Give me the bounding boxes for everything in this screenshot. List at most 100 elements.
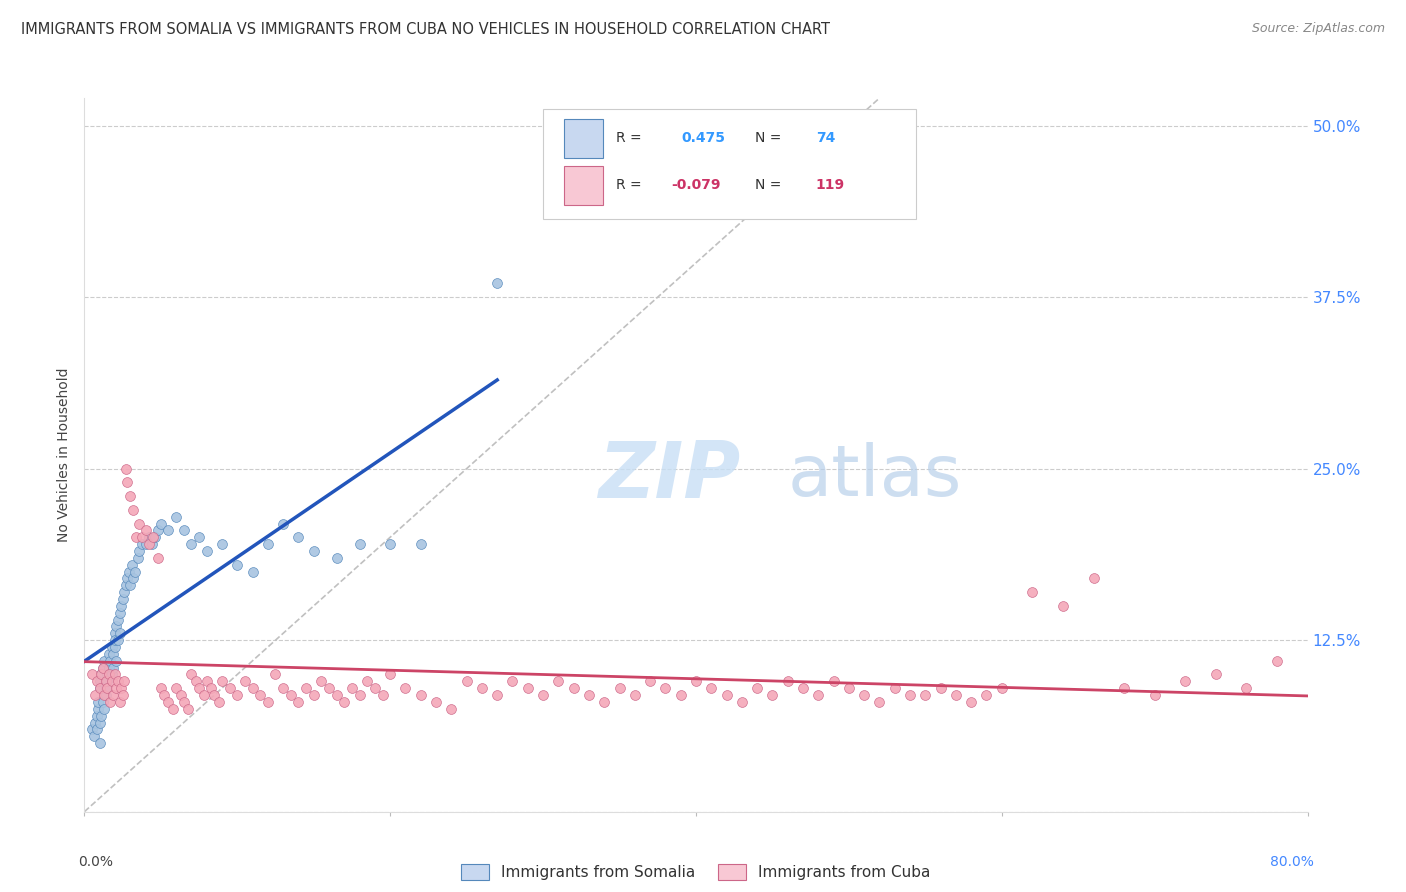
Point (157, 695, 180, 709)
Point (114, 461, 136, 475)
Point (105, 681, 128, 696)
Point (84, 715, 107, 730)
Point (960, 695, 983, 709)
Point (188, 681, 211, 696)
Point (180, 537, 202, 551)
Point (685, 674, 707, 689)
Point (502, 674, 524, 689)
Point (107, 633, 129, 648)
Point (91, 660, 114, 674)
Point (135, 524, 157, 538)
Point (349, 537, 371, 551)
Point (226, 688, 249, 702)
Point (96, 667, 118, 681)
Point (153, 688, 176, 702)
Text: 119: 119 (815, 178, 845, 192)
Point (180, 667, 202, 681)
Point (104, 633, 127, 648)
Point (143, 530, 166, 544)
Point (193, 688, 215, 702)
Point (211, 537, 233, 551)
Point (101, 667, 124, 681)
Text: 0.475: 0.475 (682, 131, 725, 145)
Text: atlas: atlas (787, 442, 962, 511)
Point (94, 674, 117, 689)
Point (425, 695, 447, 709)
Point (233, 674, 256, 689)
Point (1021, 585, 1043, 599)
Text: ZIP: ZIP (598, 438, 741, 515)
Point (287, 530, 309, 544)
Point (271, 516, 294, 531)
Point (211, 674, 233, 689)
Point (90, 667, 112, 681)
Point (93, 654, 115, 668)
Point (1143, 688, 1166, 702)
Point (162, 702, 184, 716)
Point (1236, 681, 1258, 696)
Point (103, 688, 125, 702)
Point (440, 702, 463, 716)
Point (89, 674, 111, 689)
Point (96, 674, 118, 689)
Point (340, 681, 363, 696)
Point (486, 277, 509, 291)
Point (141, 537, 163, 551)
Point (173, 524, 195, 538)
Point (112, 674, 135, 689)
Point (131, 530, 153, 544)
Point (89, 715, 111, 730)
Point (111, 592, 134, 607)
Point (325, 688, 347, 702)
Point (86, 723, 108, 737)
Point (380, 537, 402, 551)
Text: 74: 74 (815, 131, 835, 145)
Point (208, 695, 231, 709)
Point (101, 640, 124, 654)
Point (242, 681, 264, 696)
Point (94, 681, 117, 696)
Point (257, 537, 280, 551)
Point (807, 688, 830, 702)
Point (122, 503, 145, 517)
Point (669, 688, 692, 702)
Point (97, 647, 120, 661)
Point (94, 688, 117, 702)
Point (131, 537, 153, 551)
Point (1174, 674, 1197, 689)
Point (929, 681, 952, 696)
Point (114, 578, 136, 592)
Point (128, 516, 150, 531)
Point (165, 509, 187, 524)
Point (138, 537, 160, 551)
Point (107, 613, 129, 627)
Point (118, 565, 141, 579)
Point (792, 681, 814, 696)
Point (96, 681, 118, 696)
Point (127, 550, 149, 565)
Point (165, 681, 187, 696)
Point (111, 688, 134, 702)
Point (112, 585, 135, 599)
Point (108, 695, 131, 709)
Point (90, 667, 112, 681)
Point (349, 688, 371, 702)
Text: 0.0%: 0.0% (79, 855, 114, 869)
Point (87, 695, 110, 709)
Point (115, 571, 138, 585)
Point (302, 688, 325, 702)
Point (90, 708, 112, 723)
Point (91, 695, 114, 709)
Point (86, 708, 108, 723)
Point (87, 702, 110, 716)
Point (287, 695, 309, 709)
Point (869, 695, 891, 709)
Bar (564, 166, 603, 205)
Point (93, 702, 115, 716)
Point (471, 681, 494, 696)
Legend: Immigrants from Somalia, Immigrants from Cuba: Immigrants from Somalia, Immigrants from… (456, 858, 936, 886)
Text: N =: N = (755, 131, 782, 145)
Point (128, 544, 150, 558)
Point (188, 530, 211, 544)
Point (409, 688, 432, 702)
